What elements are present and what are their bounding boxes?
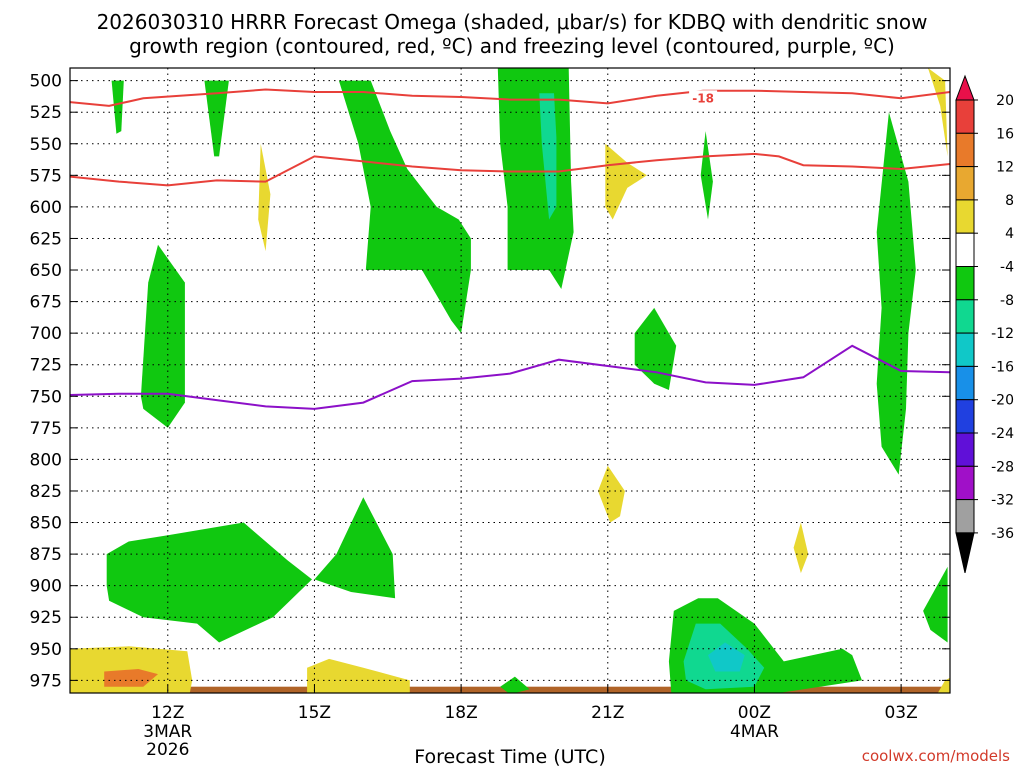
y-tick-label-900: 900 [30,577,62,597]
y-tick-label-675: 675 [30,293,62,313]
y-tick-label-975: 975 [30,671,62,691]
dgz-contour-0 [70,88,950,107]
colorbar-segment-6 [955,266,975,301]
x-tick-label-00Z: 00Z [738,703,771,723]
plot-frame [69,67,951,694]
omega-region-24 [937,677,950,693]
x-tick-label-15Z: 15Z [298,703,331,723]
colorbar-label-9: -20 [991,393,1014,409]
omega-region-23 [307,658,410,693]
colorbar-label-10: -24 [991,426,1014,442]
omega-region-3 [140,244,185,428]
colorbar-label-8: -16 [991,359,1014,375]
colorbar-label-13: -36 [991,526,1014,542]
y-tick-label-850: 850 [30,514,62,534]
y-tick-label-600: 600 [30,198,62,218]
colorbar-segment-9 [955,365,975,401]
y-tick-label-750: 750 [30,387,62,407]
x-tick-label-21Z: 21Z [591,703,624,723]
x-tick-sublabel-00Z: 4MAR [730,722,779,742]
y-tick-label-950: 950 [30,640,62,660]
x-tick-label-18Z: 18Z [444,703,477,723]
omega-region-19 [923,566,948,643]
colorbar-label-2: 12 [996,160,1014,176]
omega-region-7 [605,143,647,220]
dgz-contour-1 [70,152,950,187]
colorbar-segment-8 [955,332,975,367]
omega-region-1 [204,80,229,157]
y-tick-label-625: 625 [30,229,62,249]
omega-region-0 [111,80,124,134]
colorbar-segment-4 [955,199,975,234]
contour-layer [70,88,950,410]
y-tick-label-700: 700 [30,324,62,344]
colorbar-label-11: -28 [991,459,1014,475]
contour-label-0: -18 [692,91,714,105]
omega-region-2 [258,143,271,252]
omega-region-5 [497,68,574,289]
omega-region-6 [539,93,557,220]
y-tick-label-525: 525 [30,103,62,123]
colorbar-segment-3 [955,166,975,201]
omega-region-12 [598,465,625,523]
omega-region-15 [314,497,396,599]
colorbar-label-5: -4 [1000,260,1014,276]
omega-region-14 [106,522,312,643]
grid-layer [70,68,950,693]
omega-region-10 [876,112,916,475]
colorbar-segment-11 [955,432,975,467]
colorbar-segment-7 [955,299,975,334]
y-tick-label-500: 500 [30,72,62,92]
freezing-level-contour [70,344,950,410]
colorbar-top-arrow [955,74,975,101]
colorbar-segment-13 [955,499,975,534]
y-tick-label-650: 650 [30,261,62,281]
omega-region-11 [928,68,948,157]
omega-region-8 [634,307,677,390]
omega-region-13 [793,522,809,574]
y-tick-label-725: 725 [30,356,62,376]
colorbar-label-3: 8 [1005,193,1014,209]
y-tick-label-925: 925 [30,608,62,628]
y-tick-label-775: 775 [30,419,62,439]
y-tick-label-550: 550 [30,135,62,155]
omega-region-9 [700,131,713,220]
omega-region-22 [104,669,158,687]
colorbar-label-12: -32 [991,493,1014,509]
colorbar-segment-1 [955,99,975,134]
colorbar-label-6: -8 [1000,293,1014,309]
x-tick-sublabel-12Z: 3MAR [143,722,192,742]
colorbar-label-0: 20 [996,93,1014,109]
colorbar-segment-2 [955,132,975,168]
x-tick-label-12Z: 12Z [151,703,184,723]
colorbar-segment-5 [955,232,975,267]
colorbar-label-4: 4 [1005,226,1014,242]
chart-title-line-2: growth region (contoured, red, ºC) and f… [129,34,895,58]
x-tick-label-03Z: 03Z [884,703,917,723]
omega-region-20 [500,676,530,693]
contour-label-bg-0 [689,90,718,105]
colorbar: 20 16 12 8 4 -4 -8 -12 -16 -20 -24 -28 -32 -36 [955,74,1014,574]
watermark-text: coolwx.com/models [862,747,1010,765]
omega-region-18 [708,642,745,672]
chart-title-line-1: 2026030310 HRRR Forecast Omega (shaded, … [97,10,928,34]
y-tick-label-800: 800 [30,450,62,470]
y-axis-ticks: 500 525 550 575 600 625 650 675 700 725 750 775 800 8… [30,72,950,691]
contour-label-layer: -18 [689,90,718,105]
omega-shading-layer [70,68,950,693]
colorbar-bottom-arrow [955,532,975,574]
x-tick-year-12Z: 2026 [146,740,189,760]
omega-region-4 [338,80,471,334]
colorbar-segment-12 [955,465,975,501]
colorbar-label-1: 16 [996,126,1014,142]
y-tick-label-575: 575 [30,166,62,186]
x-axis-title: Forecast Time (UTC) [414,746,605,768]
y-tick-label-825: 825 [30,482,62,502]
colorbar-label-7: -12 [991,326,1014,342]
y-tick-label-875: 875 [30,545,62,565]
colorbar-segment-10 [955,399,975,434]
